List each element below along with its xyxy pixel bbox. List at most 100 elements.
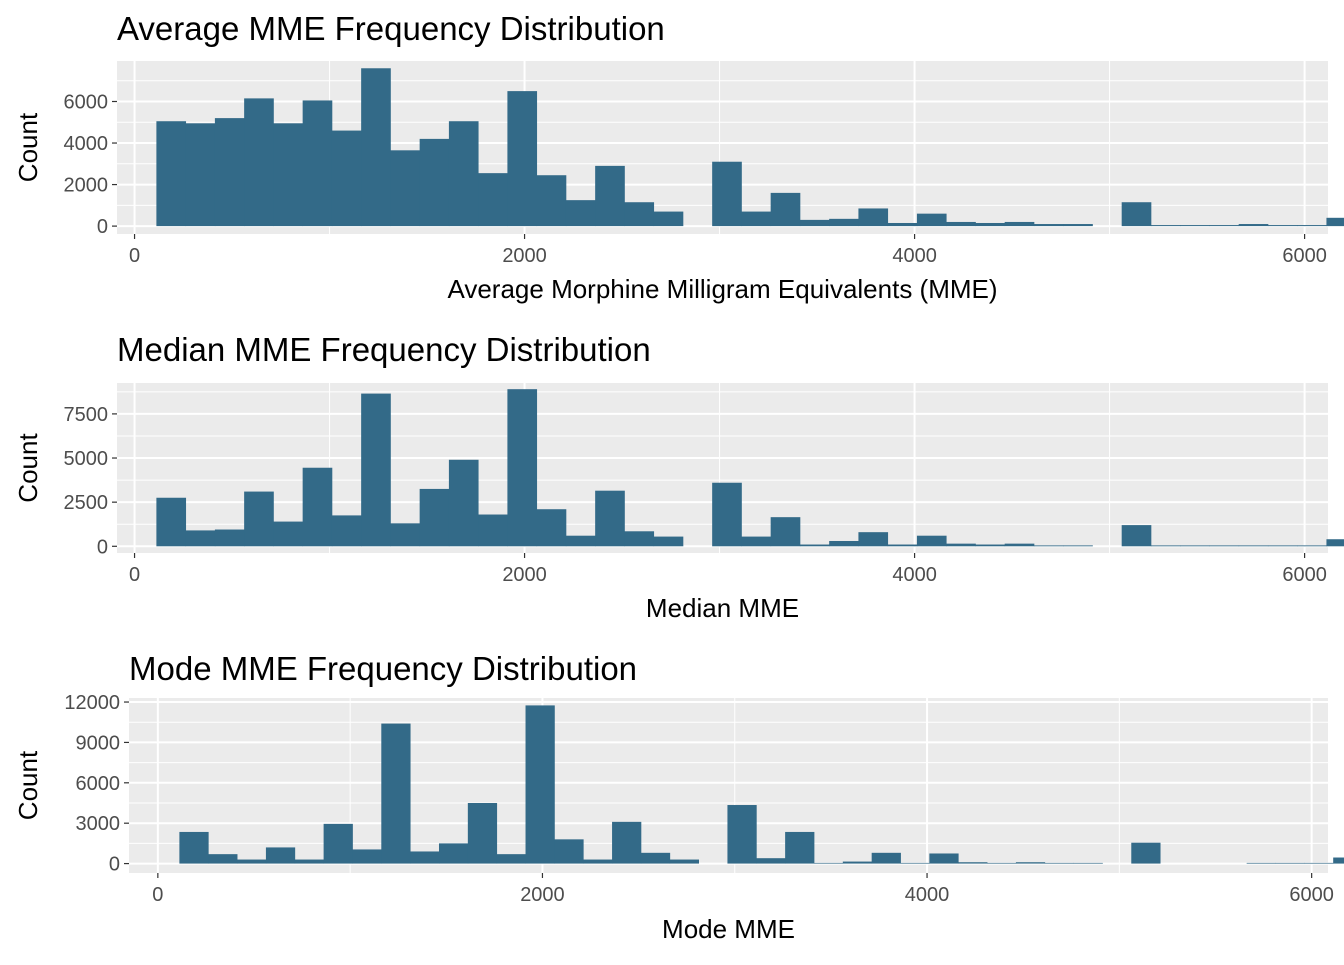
y-tick-label: 3000 xyxy=(76,813,121,835)
histogram-panel-2: 0 2000 4000 6000 0 2500 5000 7500 Median MME Fre… xyxy=(13,331,1344,623)
histogram-bar xyxy=(958,862,988,864)
y-tick-label: 2500 xyxy=(64,492,109,514)
x-tick-label: 6000 xyxy=(1289,884,1334,906)
histogram-bar xyxy=(273,123,304,227)
y-tick-label: 6000 xyxy=(76,773,121,795)
histogram-bar xyxy=(1238,545,1269,547)
histogram-bar xyxy=(390,523,421,547)
y-tick-label: 2000 xyxy=(64,175,109,197)
histogram-bar xyxy=(799,544,830,547)
histogram-bar xyxy=(975,544,1006,547)
y-tick-label: 0 xyxy=(97,216,108,238)
histogram-bar xyxy=(1121,202,1152,227)
histogram-bar xyxy=(1121,525,1152,547)
histogram-bar xyxy=(770,517,801,547)
histogram-bar xyxy=(1297,225,1327,227)
histogram-bar xyxy=(448,459,479,547)
histogram-bar xyxy=(410,851,440,864)
x-tick-label: 2000 xyxy=(502,245,547,267)
y-tick-label: 4000 xyxy=(64,133,109,155)
histogram-bar xyxy=(294,859,325,864)
histogram-bar xyxy=(331,130,362,227)
histogram-bar xyxy=(208,854,238,864)
chart-title: Mode MME Frequency Distribution xyxy=(129,650,637,687)
histogram-bar xyxy=(1209,225,1240,227)
histogram-bar xyxy=(554,839,584,864)
histogram-bar xyxy=(302,467,333,547)
histogram-bar xyxy=(381,723,411,864)
histogram-bar xyxy=(1180,545,1210,547)
histogram-bar xyxy=(448,121,479,227)
y-tick-label: 9000 xyxy=(76,732,121,754)
histogram-bar xyxy=(712,161,742,227)
histogram-bar xyxy=(1267,225,1298,227)
histogram-bar xyxy=(1044,862,1074,864)
histogram-bar xyxy=(273,521,304,547)
y-tick-label: 5000 xyxy=(64,448,109,470)
histogram-bar xyxy=(1004,221,1035,227)
histogram-bar xyxy=(1326,217,1344,227)
histogram-bar xyxy=(265,847,296,864)
histogram-bar xyxy=(1267,545,1298,547)
histogram-bar xyxy=(536,509,567,547)
histogram-bar xyxy=(1063,224,1093,227)
histogram-bar xyxy=(727,805,757,864)
x-tick-label: 0 xyxy=(129,564,140,586)
histogram-bar xyxy=(1333,857,1344,864)
histogram-bar xyxy=(1297,545,1327,547)
histogram-bar xyxy=(1150,545,1181,547)
histogram-bar xyxy=(1004,543,1035,547)
histogram-bar xyxy=(887,544,918,547)
y-tick-label: 0 xyxy=(109,854,120,876)
histogram-bar xyxy=(156,497,187,547)
histogram-bar xyxy=(595,165,625,227)
histogram-bar xyxy=(624,531,655,547)
histogram-bar xyxy=(1033,224,1064,227)
histogram-bar xyxy=(237,859,267,864)
x-axis-label: Mode MME xyxy=(662,914,795,944)
histogram-bar xyxy=(1246,862,1276,864)
histogram-bar xyxy=(741,536,772,547)
histogram-bar xyxy=(1326,539,1344,547)
histogram-bar xyxy=(302,100,333,227)
histogram-bar xyxy=(323,823,353,864)
histogram-bar xyxy=(929,853,959,864)
histogram-bar xyxy=(496,854,526,864)
x-tick-label: 6000 xyxy=(1282,245,1327,267)
y-tick-label: 0 xyxy=(97,536,108,558)
x-tick-label: 6000 xyxy=(1282,564,1327,586)
histogram-bar xyxy=(1033,545,1064,547)
histogram-bar xyxy=(829,218,859,227)
histogram-bar xyxy=(185,123,216,227)
histogram-bar xyxy=(1073,862,1103,864)
histogram-bar xyxy=(900,862,930,864)
histogram-bar xyxy=(185,530,216,547)
histogram-bar xyxy=(179,831,209,864)
histogram-bar xyxy=(565,200,596,227)
histogram-bar xyxy=(624,202,655,227)
histogram-bar xyxy=(507,389,538,547)
histogram-bar xyxy=(712,482,742,547)
histogram-bar xyxy=(1275,862,1305,864)
histogram-panel-3: 0 2000 4000 6000 0 3000 6000 9000 12000 Mode MME … xyxy=(13,650,1344,944)
x-tick-label: 4000 xyxy=(905,884,950,906)
histogram-bar xyxy=(478,173,508,227)
histogram-bar xyxy=(1209,545,1240,547)
histogram-bar xyxy=(1180,225,1210,227)
histogram-bar xyxy=(361,68,391,227)
histogram-bar xyxy=(1015,862,1046,864)
histogram-bar xyxy=(419,138,450,227)
chart-title: Average MME Frequency Distribution xyxy=(117,10,665,47)
y-tick-label: 12000 xyxy=(64,692,120,714)
histogram-bar xyxy=(858,532,889,547)
histogram-bar xyxy=(1304,862,1334,864)
histogram-bar xyxy=(946,543,976,547)
histogram-bar xyxy=(946,221,976,227)
histogram-bar xyxy=(478,514,508,547)
x-tick-label: 0 xyxy=(129,245,140,267)
histogram-bar xyxy=(858,208,889,227)
histogram-bar xyxy=(887,222,918,227)
histogram-bar xyxy=(214,529,245,547)
y-tick-label: 6000 xyxy=(64,91,109,113)
